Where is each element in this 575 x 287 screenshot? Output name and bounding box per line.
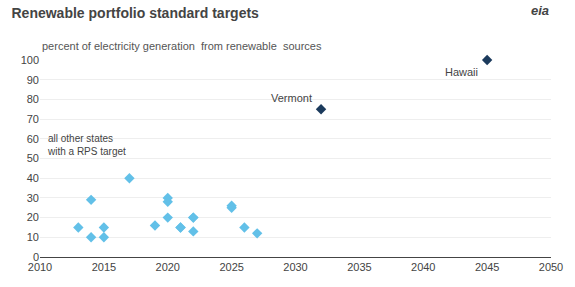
svg-text:80: 80 (27, 93, 39, 105)
svg-text:60: 60 (27, 133, 39, 145)
svg-text:0: 0 (33, 251, 39, 263)
svg-text:2010: 2010 (28, 261, 52, 273)
svg-text:50: 50 (27, 152, 39, 164)
svg-text:Hawaii: Hawaii (445, 66, 478, 78)
svg-text:2030: 2030 (283, 261, 307, 273)
svg-text:eia: eia (531, 3, 549, 18)
svg-text:70: 70 (27, 113, 39, 125)
svg-text:2040: 2040 (411, 261, 435, 273)
svg-text:2025: 2025 (219, 261, 243, 273)
svg-text:2045: 2045 (475, 261, 499, 273)
svg-text:20: 20 (27, 211, 39, 223)
svg-text:10: 10 (27, 231, 39, 243)
svg-text:2020: 2020 (156, 261, 180, 273)
svg-text:40: 40 (27, 172, 39, 184)
svg-text:all other stateswith a RPS tar: all other stateswith a RPS target (47, 133, 126, 157)
svg-text:2035: 2035 (347, 261, 371, 273)
svg-text:90: 90 (27, 74, 39, 86)
svg-text:Renewable portfolio standard t: Renewable portfolio standard targets (12, 5, 260, 21)
svg-text:2050: 2050 (539, 261, 563, 273)
svg-text:100: 100 (21, 54, 39, 66)
svg-text:30: 30 (27, 192, 39, 204)
svg-text:percent of electricity generat: percent of electricity generation from r… (42, 40, 322, 52)
svg-text:2015: 2015 (92, 261, 116, 273)
svg-text:Vermont: Vermont (271, 92, 312, 104)
